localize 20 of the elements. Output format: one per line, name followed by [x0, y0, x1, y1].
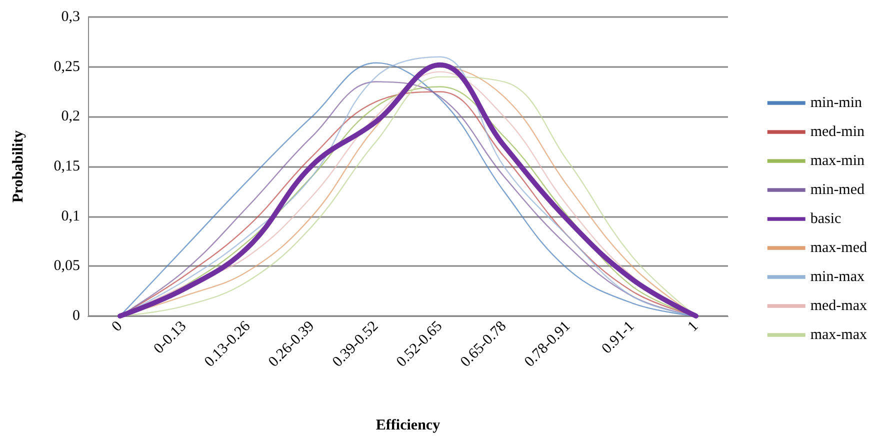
x-axis-title: Efficiency [376, 418, 441, 434]
legend-label: max-min [810, 153, 866, 169]
legend-label: min-max [810, 269, 866, 285]
y-tick-label: 0,1 [61, 208, 80, 224]
legend-label: min-min [810, 95, 863, 111]
legend-label: basic [810, 211, 842, 227]
y-axis-title: Probability [10, 130, 26, 203]
legend-label: max-med [810, 240, 868, 256]
legend-label: med-max [810, 298, 868, 314]
y-tick-label: 0 [72, 308, 80, 324]
legend-label: med-min [810, 124, 866, 140]
legend-label: min-med [810, 182, 866, 198]
y-tick-label: 0,05 [54, 258, 80, 274]
legend-label: max-max [810, 327, 868, 343]
y-tick-label: 0,25 [54, 58, 80, 75]
x-tick-label: 0 [109, 318, 126, 335]
x-tick-label: 1 [685, 318, 702, 335]
y-tick-label: 0,15 [54, 158, 80, 174]
y-tick-label: 0,3 [61, 9, 80, 25]
y-tick-label: 0,2 [61, 108, 80, 125]
